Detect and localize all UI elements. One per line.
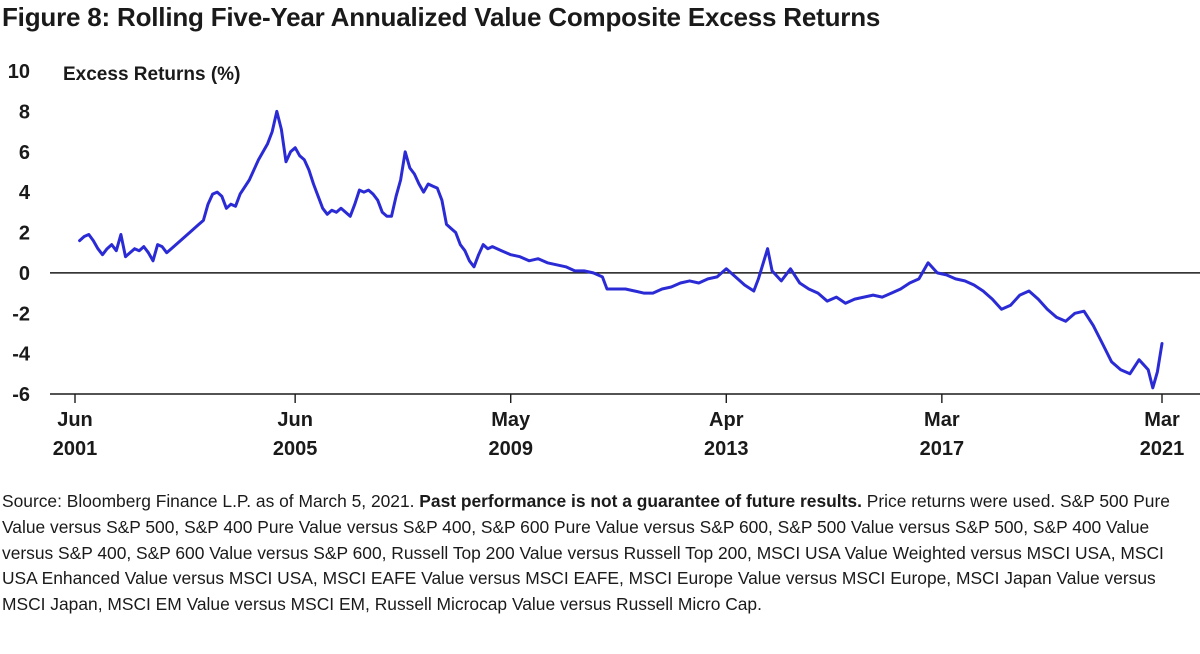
y-tick-label: 0 [19,263,30,285]
x-tick-year-label: 2017 [920,438,965,460]
y-tick-label: 4 [19,182,31,204]
y-tick-label: 2 [19,223,30,245]
x-tick-month-label: Apr [709,409,744,431]
y-axis-ticks: -6 -4 -2 0 2 4 6 8 10 [8,61,31,406]
x-tick-month-label: Mar [1144,409,1180,431]
source-details-text: Price returns were used. S&P 500 Pure Va… [2,491,1170,615]
y-tick-label: -6 [12,384,30,406]
y-axis-label: Excess Returns (%) [63,64,240,85]
excess-return-series-line [78,109,1164,390]
disclaimer-text: Past performance is not a guarantee of f… [419,491,862,511]
x-tick-month-label: Mar [924,409,960,431]
y-tick-label: -2 [12,303,30,325]
source-text: Source: Bloomberg Finance L.P. as of Mar… [2,491,420,511]
x-tick-month-label: Jun [277,409,313,431]
x-tick-year-label: 2001 [53,438,98,460]
x-tick-year-label: 2005 [273,438,318,460]
x-tick-year-label: 2009 [488,438,533,460]
x-tick-year-label: 2013 [704,438,749,460]
y-tick-label: -4 [12,344,31,366]
x-axis: Jun 2001 Jun 2005 May 2009 Apr 2013 Mar 2017 Mar 20… [50,393,1200,460]
y-tick-label: 6 [19,142,30,164]
x-tick-year-label: 2021 [1140,438,1185,460]
x-tick-month-label: Jun [57,409,93,431]
x-tick-month-label: May [491,409,531,431]
y-tick-label: 10 [8,61,30,83]
line-chart: Excess Returns (%) -6 -4 -2 0 2 4 6 8 10 Jun 2001… [8,61,1200,460]
y-tick-label: 8 [19,101,30,123]
source-note: Source: Bloomberg Finance L.P. as of Mar… [2,489,1197,618]
chart-title: Figure 8: Rolling Five-Year Annualized V… [2,2,881,32]
